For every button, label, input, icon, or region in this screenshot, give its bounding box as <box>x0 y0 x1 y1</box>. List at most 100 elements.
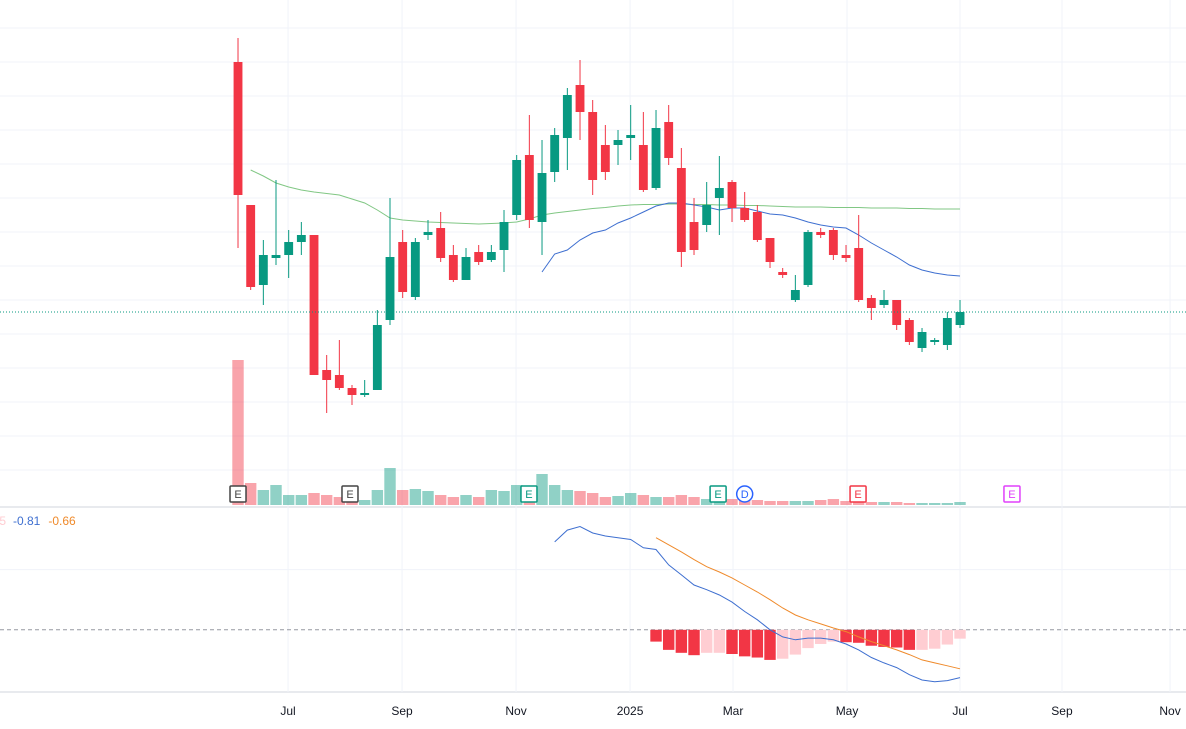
macd-legend-value: -0.66 <box>48 514 76 528</box>
volume-bar <box>764 501 776 505</box>
candle-body <box>626 135 636 138</box>
candle-body <box>372 325 382 390</box>
volume-bar <box>662 497 675 505</box>
macd-histogram-bar <box>700 629 713 653</box>
candle-body <box>651 128 661 188</box>
volume-bar <box>814 500 827 505</box>
volume-bar <box>308 493 320 505</box>
macd-histogram-bar <box>928 629 941 649</box>
volume-bar <box>548 485 561 505</box>
volume-bar <box>586 493 599 505</box>
candle-body <box>296 235 306 242</box>
volume-bar <box>270 485 282 505</box>
macd-histogram-bar <box>840 629 852 643</box>
macd-legend-value: -0.81 <box>13 514 41 528</box>
candle-body <box>550 135 560 172</box>
candle-body <box>398 242 408 292</box>
volume-bar <box>422 491 434 505</box>
x-tick-label: Sep <box>391 704 413 718</box>
candle-body <box>512 160 522 215</box>
event-label: E <box>525 489 532 501</box>
candle-body <box>702 205 712 225</box>
volume-bar <box>460 495 472 505</box>
candle-body <box>866 298 876 308</box>
macd-histogram-bar <box>675 629 688 653</box>
macd-histogram-bar <box>738 629 751 657</box>
macd-legend-value: -0.15 <box>0 514 6 528</box>
candle-body <box>600 145 610 172</box>
candle-body <box>613 140 623 145</box>
candle-body <box>828 230 838 255</box>
candle-body <box>258 255 268 285</box>
volume-bar <box>358 500 371 505</box>
macd-histogram-bar <box>827 629 840 642</box>
candle-body <box>360 393 370 395</box>
volume-bar <box>232 360 244 505</box>
macd-histogram-bar <box>941 629 954 645</box>
volume-bar <box>827 499 840 505</box>
x-tick-label: Nov <box>505 704 526 718</box>
x-tick-label: Jul <box>952 704 967 718</box>
volume-bar <box>498 491 510 505</box>
macd-histogram-bar <box>688 629 700 656</box>
volume-bar <box>903 503 916 505</box>
macd-histogram-bar <box>751 629 764 658</box>
candle-body <box>955 312 965 325</box>
candle-body <box>448 255 458 280</box>
macd-line <box>554 525 961 683</box>
volume-bar <box>574 491 586 505</box>
candle-body <box>284 242 294 255</box>
candle-body <box>499 222 509 250</box>
candle-body <box>423 232 433 235</box>
candle-body <box>474 252 484 262</box>
macd-line <box>655 537 961 670</box>
macd-histogram-bar <box>852 629 865 643</box>
volume-bar <box>510 485 523 505</box>
macd-histogram-bar <box>789 629 802 655</box>
x-tick-label: May <box>836 704 859 718</box>
x-tick-label: 2025 <box>617 704 644 718</box>
candle-body <box>790 290 800 300</box>
macd-histogram-bar <box>776 629 789 659</box>
macd-histogram-bar <box>764 629 776 660</box>
event-marker <box>1003 485 1021 503</box>
macd-histogram-bar <box>916 629 928 650</box>
event-marker <box>229 485 247 503</box>
macd-histogram-bar <box>878 629 890 647</box>
macd-histogram-bar <box>954 629 966 639</box>
volume-bar <box>941 503 954 505</box>
volume-bar <box>561 490 574 505</box>
volume-bar <box>485 490 498 505</box>
macd-histogram-bar <box>650 629 662 642</box>
volume-bar <box>751 500 764 505</box>
event-label: E <box>854 489 861 501</box>
volume-bar <box>384 468 396 505</box>
candle-body <box>347 388 357 395</box>
candle-body <box>436 228 446 258</box>
candle-body <box>486 252 496 260</box>
volume-bar <box>624 493 637 505</box>
volume-bar <box>333 497 346 505</box>
candle-body <box>854 248 864 300</box>
macd-histogram-bar <box>814 629 827 644</box>
candle-body <box>816 232 826 235</box>
volume-bar <box>928 503 941 505</box>
candle-body <box>942 318 952 345</box>
candle-body <box>537 173 547 222</box>
volume-bar <box>675 495 688 505</box>
moving-average <box>541 202 961 277</box>
moving-average <box>250 169 960 225</box>
candle-body <box>562 95 572 138</box>
volume-bar <box>320 495 333 505</box>
candle-body <box>752 212 762 240</box>
x-tick-label: Nov <box>1159 704 1180 718</box>
candle-body <box>322 370 332 380</box>
candle-body <box>246 205 256 287</box>
candle-body <box>740 208 750 220</box>
volume-bar <box>726 499 738 505</box>
candle-body <box>588 112 598 180</box>
candle-body <box>879 300 889 305</box>
volume-bar <box>776 501 789 505</box>
candle-body <box>917 332 927 348</box>
volume-bar <box>789 501 802 505</box>
